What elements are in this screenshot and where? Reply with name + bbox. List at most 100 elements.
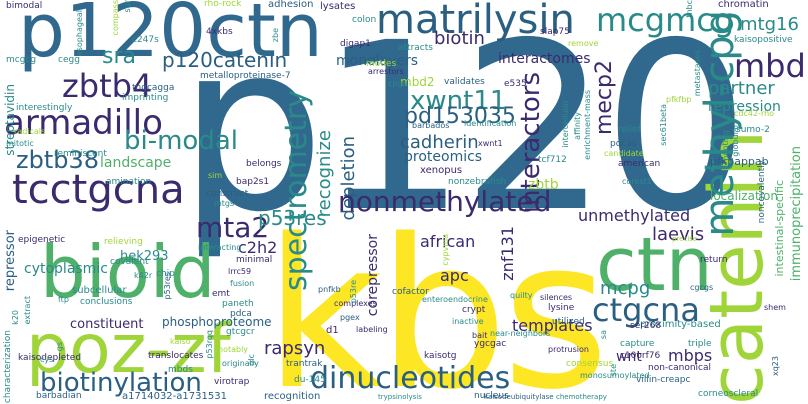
word-pfkfbp: pfkpappab: [710, 155, 769, 168]
word-sra: sra: [102, 44, 136, 69]
word-identification: identification: [464, 119, 517, 128]
word-sim: sim: [208, 171, 223, 180]
word-cadherin: cadherin: [400, 132, 479, 153]
word-mitotic: mitotic: [6, 139, 34, 148]
word-minimal: minimal: [236, 255, 273, 265]
word-epigenetic: epigenetic: [18, 235, 66, 245]
word-fusion: fusion: [230, 279, 255, 288]
word-apc: apc: [440, 266, 469, 285]
word-conclusions: conclusions: [80, 297, 133, 307]
word-biotinylation: biotinylation: [40, 368, 202, 398]
word-partner: partner: [708, 78, 775, 99]
word-subcellular: subcellular: [72, 285, 127, 296]
word-chip: chip: [156, 269, 175, 279]
word-mtgs: mtgs: [214, 199, 235, 208]
word-bi-modal: bi-modal: [124, 126, 239, 156]
word-shem: shem: [764, 303, 786, 312]
word-pgex: pgex: [340, 313, 360, 322]
word-construct: construct: [206, 189, 249, 199]
word-wnt: wnt: [616, 349, 642, 365]
word-cpgs: cpgs: [388, 79, 407, 88]
word-covalent: covalent: [110, 257, 149, 267]
word-xwnt11: xwnt11: [410, 86, 507, 116]
word-bap2s1: bap2s1: [236, 177, 270, 187]
word-zbtb4: zbtb4: [62, 67, 153, 105]
word-du-145: du-145: [294, 375, 326, 385]
word-mbps: mbps: [668, 346, 713, 365]
word-ctgcna: ctgcna: [592, 291, 700, 329]
word-consensus: consensus: [566, 359, 614, 369]
word-colon: colon: [352, 15, 377, 25]
word-armadillo: armadillo: [4, 103, 163, 143]
word-cegg: cegg: [58, 55, 80, 65]
word-barbados: barbados: [412, 121, 450, 130]
word-notably: notably: [218, 345, 249, 354]
word-znf131: znf131: [498, 226, 517, 281]
word-translocates: translocates: [148, 351, 204, 361]
word-adhesion: adhesion: [268, 0, 314, 10]
word-k42r: k42r: [134, 271, 153, 280]
word-recognition: recognition: [264, 391, 321, 402]
word-mcpg: mcpg: [600, 278, 651, 299]
word-nonzebrafish: nonzebrafish: [448, 177, 507, 187]
word-kaisotg: kaisotg: [424, 351, 457, 361]
word-candidate: candidate: [604, 149, 644, 158]
word-p120: p120: [178, 0, 750, 263]
word-hunting: hunting: [721, 130, 730, 161]
word-landscape: landscape: [100, 155, 172, 171]
word-p53re: p53re: [349, 280, 358, 304]
word-unmethylated: unmethylated: [578, 206, 691, 225]
word-cytoplasmic: cytoplasmic: [24, 261, 108, 277]
word-mcgmcg: mcgmcg: [596, 1, 735, 39]
word-xq23: xq23: [771, 356, 780, 376]
word-pnfkb: pnfkb: [318, 285, 341, 294]
word-spectrometry: spectrometry: [279, 90, 314, 291]
word-tnbc: tnbc: [685, 0, 694, 18]
word-amination: amination: [106, 177, 152, 187]
word-p53rqq: p53rqq: [205, 330, 214, 359]
word-c247s: c247s: [132, 35, 159, 45]
word-e535: e535: [504, 79, 527, 89]
word-bimodal: bimodal: [6, 1, 43, 11]
word-kaisodeubiquitylase: kaisodeubiquitylase: [484, 393, 554, 401]
word-mbd: mbd: [734, 47, 806, 85]
word-glc: glc: [247, 354, 256, 366]
word-metalloproteinase-7: metalloproteinase-7: [200, 71, 291, 81]
word-trantrak: trantrak: [286, 359, 323, 369]
word-relieving: relieving: [104, 237, 143, 247]
word-tcf712: tcf712: [538, 155, 567, 165]
word-interactomes: interactomes: [498, 51, 591, 67]
word-complexes: complexes: [334, 299, 377, 308]
word-pd153035: pd153035: [404, 104, 516, 129]
word-utilized: utilized: [552, 317, 585, 327]
word-proteomics: proteomics: [404, 149, 483, 165]
word-gtcgcr: gtcgcr: [226, 327, 255, 337]
word-characterization: characterization: [3, 330, 13, 404]
word-ygcgac: ygcgac: [474, 339, 507, 349]
word-phosphoproteome: phosphoproteome: [162, 315, 272, 329]
word-crypt: crypt: [462, 305, 486, 315]
word-attracts: attracts: [398, 43, 433, 53]
word-quilty: quilty: [510, 291, 533, 300]
word-zbtb: zbtb: [528, 177, 559, 193]
word-lrrc59: lrrc59: [228, 267, 252, 276]
word-precise: precise: [672, 235, 698, 243]
word-tngcagga: tngcagga: [132, 83, 175, 93]
word-pfkpappab: pfkfbp: [666, 95, 692, 104]
word-nonmethylated: nonmethylated: [338, 185, 552, 218]
word-hek293: hek293: [120, 249, 169, 264]
word-d1: d1: [326, 325, 339, 336]
word-digap1: digap1: [340, 39, 371, 49]
word-constituent: constituent: [70, 317, 144, 332]
word-k20: k20: [11, 310, 20, 325]
word-reminiscent: reminiscent: [54, 149, 107, 159]
word-sumo-2: sumo-2: [736, 125, 770, 135]
word-cys: cys: [40, 355, 54, 364]
word-triple: triple: [688, 339, 712, 349]
word-c2h2: c2h2: [238, 238, 278, 257]
word-extract: extract: [23, 296, 32, 325]
word-barbadian: barbadian: [36, 391, 82, 401]
word-repression: repression: [708, 99, 781, 115]
word-capture: capture: [620, 339, 655, 349]
